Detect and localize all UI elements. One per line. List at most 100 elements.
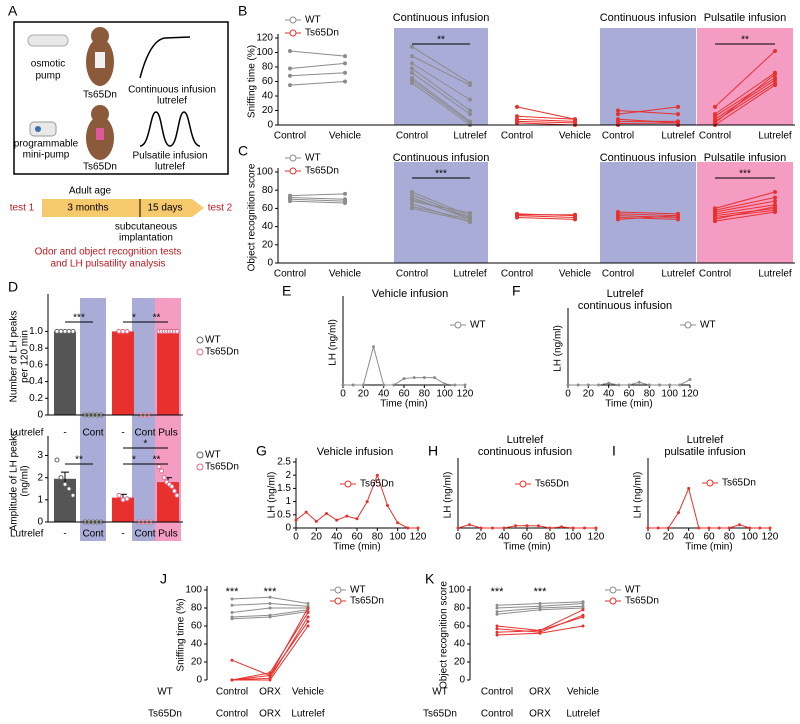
pair-line (411, 207, 471, 222)
x-tick-label: Control (216, 687, 248, 698)
chart-title: continuous infusion (478, 446, 572, 458)
y-tick-label: 20 (262, 239, 274, 250)
x-tick-label: 40 (683, 532, 695, 543)
data-point (538, 602, 542, 605)
legend-marker (196, 463, 204, 471)
timeline-note: and LH pulsatility analysis (50, 259, 165, 270)
y-tick-label: 60 (454, 621, 466, 632)
x-tick-label: Puls (158, 428, 177, 439)
pair-line (617, 122, 679, 125)
pair-point (288, 73, 292, 78)
data-point (586, 383, 590, 387)
data-point (161, 475, 167, 481)
x-tick-label: Cont (82, 428, 103, 439)
x-tick-label: Control (501, 131, 533, 142)
curve-label: lutrelef (157, 96, 187, 107)
data-point (70, 492, 76, 498)
legend-label: WT (305, 153, 321, 164)
data-point (116, 492, 122, 498)
pair-point (515, 114, 519, 119)
pair-line (411, 62, 471, 101)
data-point (548, 526, 552, 530)
data-point (124, 328, 130, 334)
chart: 0 20 40 60 80 100 Sniffing time (%) WT Control OR… (148, 585, 384, 720)
pair-point (410, 54, 414, 59)
comparison-label: ** (153, 455, 161, 466)
pair-line (289, 81, 346, 86)
legend-label: Ts65Dn (205, 462, 239, 473)
pair-point (616, 108, 620, 113)
x-tick-label: - (121, 428, 124, 439)
data-point (658, 383, 661, 387)
pair-line (714, 211, 776, 222)
data-point (627, 383, 631, 387)
pair-line (411, 68, 471, 111)
data-point (583, 526, 586, 530)
y-axis-label: LH (ng/ml) (443, 472, 454, 519)
legend-marker (289, 167, 297, 175)
pair-line (714, 84, 776, 126)
data-point (727, 526, 731, 530)
data-point (646, 526, 650, 530)
data-point (268, 674, 272, 677)
pair-line (289, 50, 346, 57)
group-heading: Continuous infusion (393, 152, 490, 164)
x-tick-label: Control (396, 269, 428, 280)
data-point (688, 378, 692, 382)
data-point (647, 383, 651, 387)
x-tick-label: - (121, 529, 124, 540)
mouse-label: Ts65Dn (83, 90, 117, 101)
data-point (707, 526, 711, 530)
data-point (678, 383, 682, 387)
pair-point (410, 61, 414, 66)
data-point (314, 519, 318, 523)
data-point (581, 624, 585, 628)
data-point (392, 383, 396, 387)
shaded-region (80, 440, 106, 541)
x-tick-label: Vehicle (292, 687, 325, 698)
pair-point (468, 210, 472, 215)
panel-label: I (612, 443, 616, 459)
chart-title: Lutrelef (607, 288, 645, 300)
x-tick-label: 60 (521, 532, 533, 543)
data-point (677, 511, 680, 515)
pair-point (773, 210, 777, 215)
data-point (230, 658, 234, 662)
curve-label: lutrelef (155, 162, 185, 173)
pair-point (573, 217, 577, 222)
pair-line (714, 77, 776, 117)
data-point (607, 381, 611, 385)
data-point (120, 328, 126, 334)
x-tick-label: 80 (544, 532, 556, 543)
pair-point (676, 213, 680, 218)
x-tick-label: 120 (762, 532, 779, 543)
row-label: Lutrelef (10, 428, 44, 439)
y-tick-label: 80 (191, 603, 203, 614)
data-point (159, 468, 165, 474)
data-point (174, 492, 180, 498)
y-tick-label: 20 (454, 657, 466, 668)
data-point (443, 382, 447, 386)
data-point (268, 606, 272, 610)
pair-line (411, 79, 471, 124)
data-point (306, 611, 310, 614)
chart: Control Vehicle Continuous infusion Control… (247, 152, 795, 280)
x-tick-label: 20 (663, 532, 675, 543)
pair-point (616, 112, 620, 117)
data-point (304, 510, 308, 514)
y-tick-label: 60 (262, 76, 274, 87)
pair-point (773, 49, 777, 54)
y-tick-label: 0.2 (29, 393, 43, 404)
data-point (495, 610, 499, 614)
y-axis-label: LH (ng/ml) (267, 472, 278, 519)
data-point (576, 383, 580, 387)
data-point (396, 521, 400, 525)
y-axis-label: Sniffing time (%) (176, 598, 187, 671)
data-point (268, 671, 272, 675)
legend-label: WT (470, 320, 486, 331)
legend-label: Ts65Dn (205, 347, 239, 358)
data-point (230, 611, 234, 614)
y-tick-label: 1 (285, 496, 291, 507)
y-tick-label: 80 (262, 62, 274, 73)
